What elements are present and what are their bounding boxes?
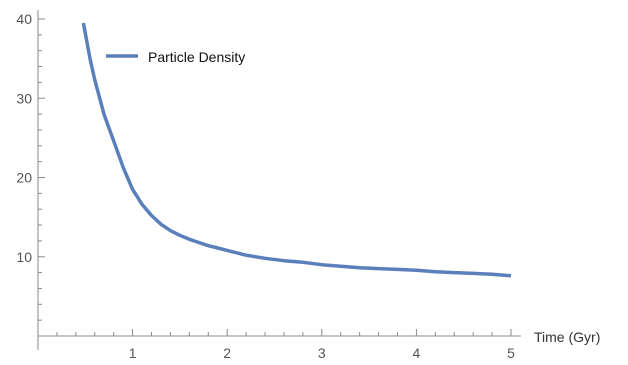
x-tick-label: 5 [507,345,515,361]
series-line-0 [81,22,512,278]
y-tick-label: 30 [16,90,32,106]
x-tick-label: 2 [223,345,231,361]
x-tick-label: 1 [129,345,137,361]
x-tick-label: 4 [413,345,421,361]
series-layer [81,22,512,278]
y-tick-label: 20 [16,170,32,186]
y-tick-label: 10 [16,249,32,265]
legend-label: Particle Density [148,49,245,65]
axes-layer: 1 2 3 4 5 10 20 30 40 Time (Gyr) [16,10,600,361]
x-tick-label: 3 [318,345,326,361]
legend: Particle Density [106,49,245,65]
x-axis-title: Time (Gyr) [534,329,600,345]
y-tick-label: 40 [16,11,32,27]
